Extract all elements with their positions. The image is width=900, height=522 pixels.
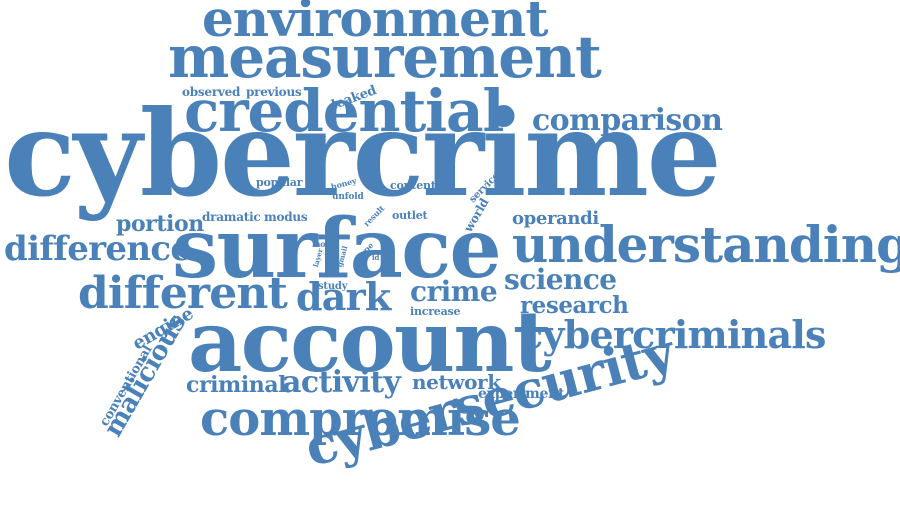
word-account: account [188, 292, 552, 391]
word-criminal: criminal [186, 372, 287, 398]
word-measurement: measurement [168, 23, 602, 91]
word-difference: difference [4, 229, 192, 269]
word-study: study [318, 281, 348, 292]
word-id: id [372, 253, 380, 262]
word-crime: crime [410, 275, 498, 308]
word-unfold: unfold [332, 192, 364, 202]
word-surface: surface [172, 201, 502, 297]
word-compromise: compromise [200, 391, 521, 447]
word-activity: activity [282, 365, 401, 400]
word-environment: environment [202, 0, 548, 48]
word-research: research [520, 292, 629, 319]
word-credential: credential [184, 77, 504, 145]
word-outlet: outlet [392, 209, 428, 222]
word-portion: portion [116, 211, 204, 237]
word-science: science [504, 263, 617, 296]
word-popular: popular [256, 176, 303, 189]
word-cybercrime: cybercrime [4, 84, 722, 223]
word-previous: previous [246, 85, 302, 99]
word-network: network [412, 370, 501, 394]
word-observed: observed [182, 85, 241, 99]
word-content: content [390, 179, 436, 192]
word-dark: dark [296, 274, 391, 319]
word-comparison: comparison [532, 103, 723, 138]
word-different: different [78, 268, 288, 319]
word-more: more [312, 239, 335, 249]
word-understanding: understanding [512, 215, 900, 274]
word-modus: modus [264, 210, 308, 224]
word-operandi: operandi [512, 208, 599, 229]
word-experiment: experiment [478, 386, 565, 402]
word-dramatic: dramatic [202, 210, 261, 224]
word-increase: increase [410, 305, 461, 318]
word-cybercriminals: cybercriminals [520, 312, 826, 357]
